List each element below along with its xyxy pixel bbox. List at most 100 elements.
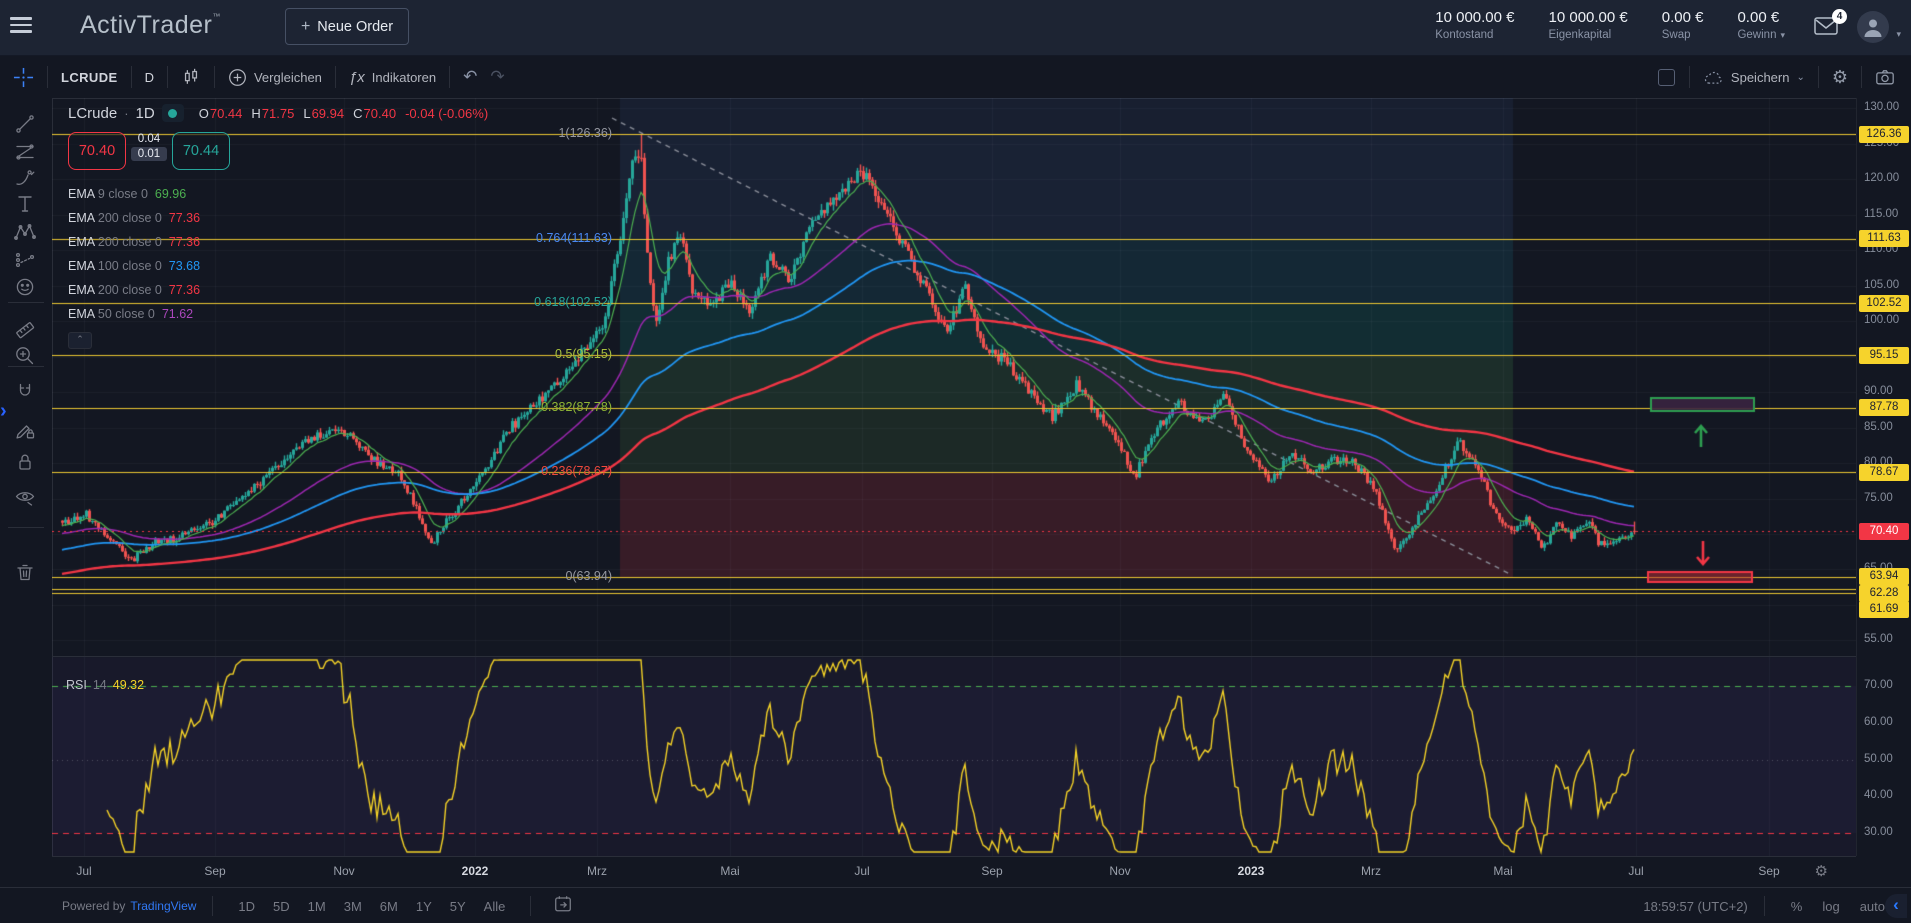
time-axis[interactable]: ⚙ Jul Sep Nov 2022 Mrz Mai Jul Sep Nov 2023 Mrz Mai…	[52, 856, 1856, 887]
sell-button[interactable]: 70.40	[68, 132, 126, 170]
fib-retracement-tool[interactable]	[13, 140, 39, 166]
rsi-tick: 60.00	[1864, 715, 1893, 728]
legend-collapse-button[interactable]: ⌃	[68, 332, 92, 349]
time-tick: 2023	[1237, 864, 1265, 878]
range-button-3m[interactable]: 3M	[343, 898, 362, 914]
level-price-badge: 102.52	[1859, 294, 1909, 312]
trash-tool[interactable]	[13, 560, 39, 586]
brush-tool[interactable]	[13, 166, 39, 192]
fib-level-label[interactable]: 0.382(87.78)	[541, 399, 612, 414]
spread-top: 0.04	[137, 133, 161, 145]
rsi-tick: 40.00	[1864, 789, 1893, 802]
compare-button[interactable]: Vergleichen	[215, 68, 335, 87]
sidebar-divider	[8, 302, 44, 303]
save-checkbox[interactable]	[1657, 68, 1675, 86]
legend-symbol[interactable]: LCrude	[68, 104, 118, 122]
price-chart-canvas[interactable]	[52, 98, 1856, 856]
indicator-value: 77.36	[168, 211, 201, 225]
spread: 0.04 0.01	[126, 132, 172, 161]
object-tree-chevron-icon[interactable]: ›	[0, 400, 7, 422]
trend-line-tool[interactable]	[13, 112, 39, 138]
save-layout-button[interactable]: Speichern ⌄	[1690, 69, 1818, 86]
crosshair-mode-button[interactable]	[0, 67, 47, 88]
lock-all-tool[interactable]	[13, 450, 39, 476]
text-tool-tool[interactable]	[13, 192, 39, 218]
range-button-alle[interactable]: Alle	[483, 898, 506, 914]
zoom-in-icon	[16, 347, 34, 365]
range-button-6m[interactable]: 6M	[379, 898, 398, 914]
symbol-button[interactable]: LCRUDE	[61, 69, 118, 85]
range-button-1m[interactable]: 1M	[307, 898, 326, 914]
avatar[interactable]: ▾	[1857, 11, 1901, 43]
legend-interval[interactable]: 1D	[135, 104, 155, 122]
undo-icon: ↶	[463, 67, 478, 86]
range-button-5d[interactable]: 5D	[273, 898, 290, 914]
pane-separator[interactable]	[52, 656, 1911, 657]
log-scale-button[interactable]: log	[1822, 898, 1840, 914]
interval-button[interactable]: D	[144, 69, 154, 85]
ruler-icon	[16, 322, 35, 339]
indicator-row[interactable]: EMA 50 close 0 71.62	[68, 307, 194, 321]
fib-level-label[interactable]: 0.236(78.67)	[541, 464, 612, 479]
stat-label: Eigenkapital	[1548, 29, 1612, 41]
level-price-badge: 95.15	[1859, 346, 1909, 364]
chart-legend: LCrude · 1D O 70.44 H 71.75 L 69.94 C 70.40 …	[68, 104, 488, 349]
indicator-row[interactable]: EMA 100 close 0 73.68	[68, 259, 201, 273]
time-tick: Mrz	[587, 864, 607, 878]
chart-settings-button[interactable]: ⚙	[1819, 67, 1861, 88]
range-buttons: 1D 5D 1M 3M 6M 1Y 5Y Alle	[229, 897, 514, 916]
price-tick: 85.00	[1864, 420, 1893, 433]
magnet-tool[interactable]	[13, 380, 39, 406]
goto-date-button[interactable]	[553, 894, 573, 918]
account-stat-gewinn[interactable]: 0.00 € Gewinn ▾	[1737, 9, 1785, 41]
new-order-button[interactable]: + Neue Order	[285, 8, 409, 45]
mail-badge: 4	[1832, 9, 1847, 24]
fib-level-label[interactable]: 0.764(111.63)	[536, 230, 612, 245]
range-button-1y[interactable]: 1Y	[415, 898, 432, 914]
hide-all-tool[interactable]	[13, 485, 39, 511]
range-button-1d[interactable]: 1D	[238, 898, 256, 914]
indicator-row[interactable]: EMA 200 close 0 77.36	[68, 211, 201, 225]
avatar-caret-icon: ▾	[1896, 29, 1901, 39]
data-source-indicator[interactable]	[161, 104, 184, 122]
tradingview-link[interactable]: TradingView	[130, 899, 197, 913]
redo-icon: ↷	[490, 67, 505, 86]
fib-level-label[interactable]: 0.5(95.15)	[555, 347, 612, 362]
redo-button[interactable]: ↷	[490, 67, 517, 87]
time-tick: 2022	[461, 864, 489, 878]
hamburger-menu-icon[interactable]	[10, 17, 32, 35]
price-tick: 55.00	[1864, 633, 1893, 646]
price-tick: 90.00	[1864, 385, 1893, 398]
text-tool-icon	[18, 196, 32, 212]
fib-level-label[interactable]: 1(126.36)	[558, 126, 612, 140]
undo-button[interactable]: ↶	[450, 67, 490, 87]
zoom-in-tool[interactable]	[13, 344, 39, 370]
indicator-value: 77.36	[168, 283, 201, 297]
chart-style-button[interactable]	[168, 67, 214, 87]
fib-level-label[interactable]: 0.618(102.52)	[534, 295, 612, 310]
level-price-badge: 126.36	[1859, 125, 1909, 143]
indicator-row[interactable]: EMA 9 close 0 69.96	[68, 187, 187, 201]
mail-icon[interactable]: 4	[1813, 9, 1847, 39]
collapse-panel-chevron-icon[interactable]: ‹	[1885, 894, 1907, 918]
snapshot-button[interactable]	[1862, 68, 1911, 86]
price-axis[interactable]: 130.00 125.00 120.00 115.00 110.00 105.00 100.…	[1856, 98, 1911, 856]
ruler-tool[interactable]	[13, 318, 39, 344]
indicator-row[interactable]: EMA 200 close 0 77.36	[68, 283, 201, 297]
buy-button[interactable]: 70.44	[172, 132, 230, 170]
range-button-5y[interactable]: 5Y	[449, 898, 466, 914]
clock[interactable]: 18:59:57 (UTC+2)	[1643, 898, 1748, 914]
indicator-row[interactable]: EMA 200 close 0 77.36	[68, 235, 201, 249]
auto-scale-button[interactable]: auto	[1859, 898, 1885, 914]
drawing-lock-tool[interactable]	[13, 418, 39, 444]
indicators-button[interactable]: ƒx Indikatoren	[348, 68, 437, 86]
xabcd-pattern-tool[interactable]	[13, 220, 39, 246]
last-price-badge: 70.40	[1859, 522, 1909, 540]
fib-level-label[interactable]: 0(63.94)	[565, 568, 612, 583]
trend-line-icon	[16, 115, 34, 133]
level-price-badge: 78.67	[1859, 463, 1909, 481]
forecast-tool[interactable]	[13, 248, 39, 274]
percent-scale-button[interactable]: %	[1790, 898, 1803, 914]
emoji-tool[interactable]	[13, 275, 39, 301]
axis-settings-gear-icon[interactable]: ⚙	[1814, 863, 1828, 880]
